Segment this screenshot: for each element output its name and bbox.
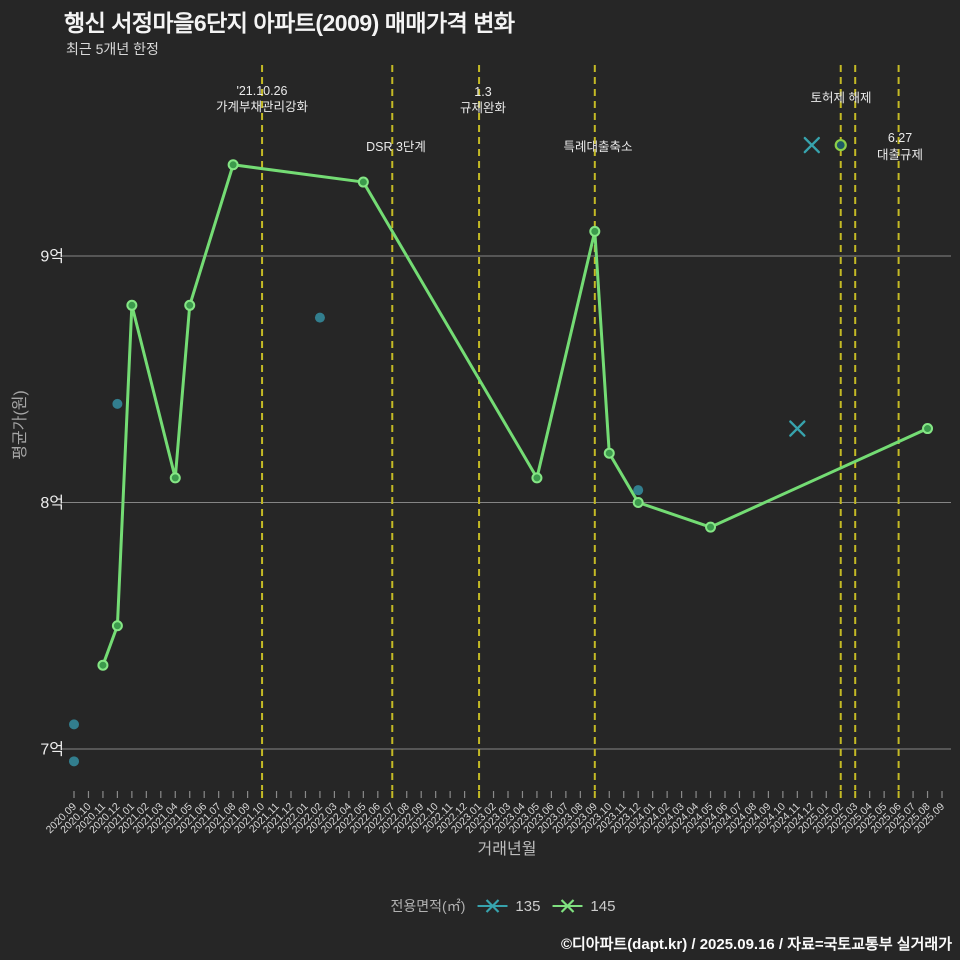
event-label-2021.10-0: '21.10.26 (236, 84, 287, 98)
legend-marker-135 (477, 899, 508, 913)
legend-marker-145 (552, 899, 583, 913)
event-label-2025.02-0: 토허제 해제 (811, 91, 872, 105)
legend-item-135: 135 (477, 898, 540, 915)
series-145-line (101, 163, 930, 667)
event-label-2023.01-1: 규제완화 (460, 101, 507, 115)
legend-items: 135 145 (477, 898, 615, 915)
series-145-marker (632, 497, 644, 508)
chart-subtitle: 최근 5개년 한정 (66, 41, 159, 57)
y-tick-label-7억: 7억 (40, 741, 64, 759)
series-145-marker (531, 472, 543, 484)
event-label-2023.09-0: 특례대출축소 (563, 140, 632, 154)
legend-item-145: 145 (552, 898, 615, 915)
y-tick-label-9억: 9억 (40, 248, 64, 266)
series-145-isolated-point (834, 138, 847, 152)
event-label-2022.07-0: DSR 3단계 (366, 140, 426, 154)
legend-item-label: 135 (515, 897, 541, 915)
series-145-marker (227, 159, 239, 171)
series-145-marker (126, 299, 138, 311)
event-label-2025.06-0: 6.27 (888, 131, 912, 145)
legend: 전용면적(㎡) 135 145 (391, 896, 616, 916)
legend-item-label: 145 (590, 897, 616, 915)
series-145-marker (111, 620, 123, 632)
series-135-dot (633, 485, 644, 496)
y-tick-label-8억: 8억 (40, 494, 64, 512)
series-145-marker (603, 447, 615, 459)
series-145-marker (184, 299, 196, 311)
legend-title: 전용면적(㎡) (390, 898, 466, 914)
y-axis-title: 평균가(원) (12, 390, 29, 460)
event-label-2021.10-1: 가계부채관리강화 (216, 100, 309, 114)
event-label-2023.01-0: 1.3 (474, 85, 491, 99)
series-135-dot (112, 398, 123, 409)
series-145-marker (589, 225, 601, 237)
series-145-marker (357, 176, 369, 188)
series-145-marker (97, 659, 109, 671)
footer-credit: ©디아파트(dapt.kr) / 2025.09.16 / 자료=국토교통부 실… (560, 936, 952, 953)
series-135-x-marker (789, 420, 806, 437)
series-135-dot (69, 756, 79, 767)
series-135-dot (314, 312, 325, 323)
series-145-marker (922, 423, 934, 435)
x-axis-title: 거래년월 (477, 841, 537, 858)
event-label-2025.06-1: 대출규제 (877, 148, 923, 162)
series-145-marker (705, 521, 717, 533)
chart-title: 행신 서정마을6단지 아파트(2009) 매매가격 변화 (64, 10, 515, 36)
series-135-x-marker (803, 136, 821, 154)
series-135-dot (69, 719, 79, 730)
series-145-marker (169, 472, 181, 484)
